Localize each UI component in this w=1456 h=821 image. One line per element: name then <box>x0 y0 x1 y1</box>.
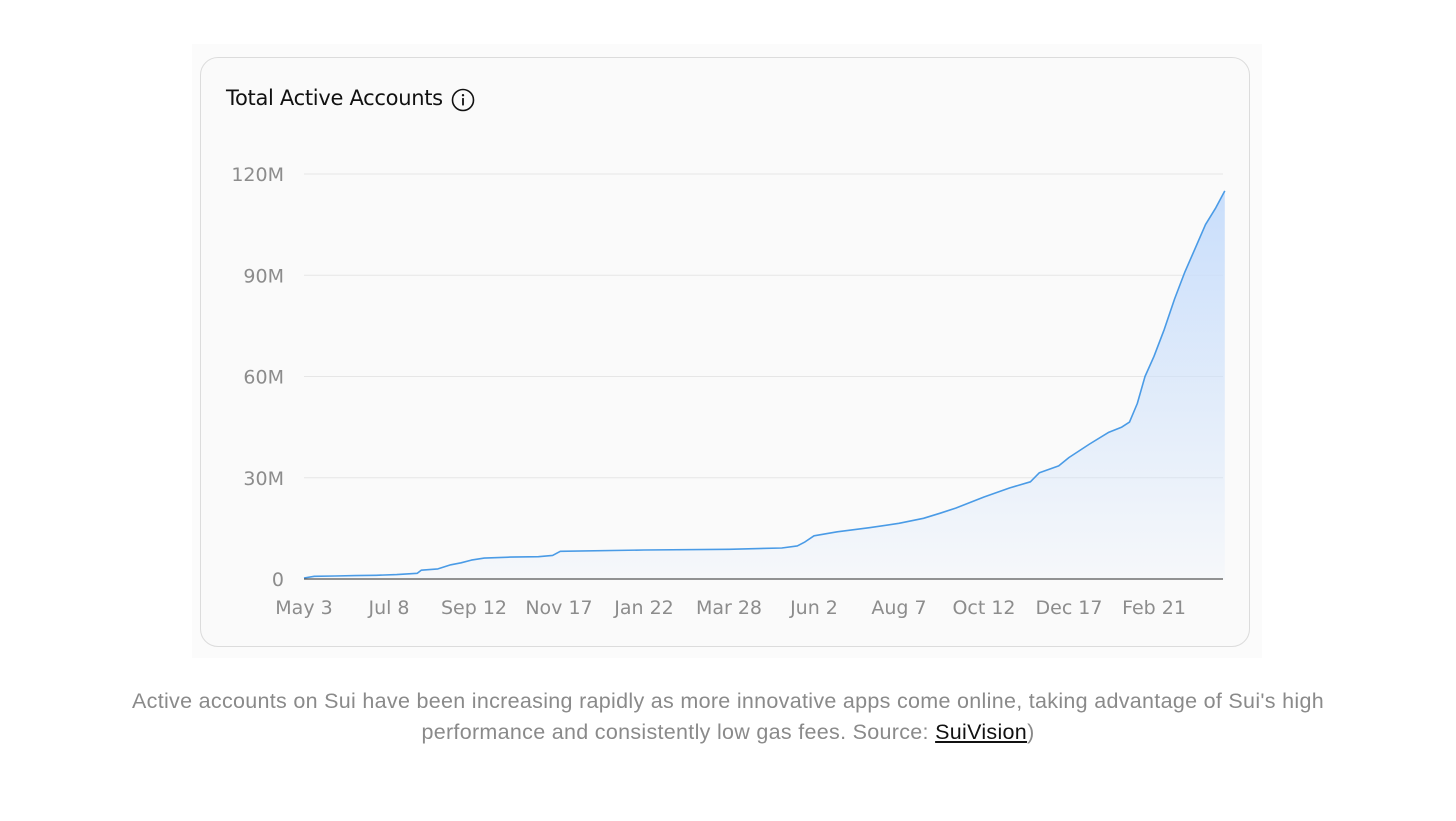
x-tick-label: Oct 12 <box>952 597 1015 619</box>
source-link[interactable]: SuiVision <box>935 720 1028 744</box>
info-circle-icon[interactable] <box>451 88 475 112</box>
x-tick-label: Nov 17 <box>525 597 592 619</box>
x-tick-label: Jan 22 <box>613 597 674 619</box>
series-area <box>304 190 1225 579</box>
y-tick-label: 60M <box>243 367 284 389</box>
chart-title: Total Active Accounts <box>226 86 443 110</box>
figure-caption: Active accounts on Sui have been increas… <box>100 686 1356 748</box>
x-tick-label: Jun 2 <box>789 597 838 619</box>
x-tick-label: Feb 21 <box>1122 597 1186 619</box>
caption-closing: ) <box>1027 720 1035 744</box>
x-tick-label: May 3 <box>275 597 332 619</box>
y-tick-label: 120M <box>231 164 284 186</box>
x-tick-label: Jul 8 <box>367 597 409 619</box>
y-tick-label: 90M <box>243 265 284 287</box>
y-tick-label: 0 <box>272 569 284 591</box>
x-tick-label: Aug 7 <box>871 597 926 619</box>
x-tick-label: Dec 17 <box>1036 597 1103 619</box>
x-tick-label: Sep 12 <box>441 597 507 619</box>
y-tick-label: 30M <box>243 468 284 490</box>
x-tick-label: Mar 28 <box>696 597 762 619</box>
caption-text: Active accounts on Sui have been increas… <box>132 689 1324 744</box>
series-line <box>303 190 1226 579</box>
